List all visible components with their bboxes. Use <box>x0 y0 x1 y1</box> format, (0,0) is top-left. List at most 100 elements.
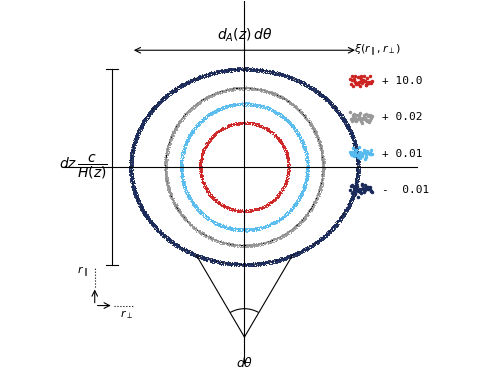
Point <box>302 173 310 179</box>
Point <box>172 244 180 250</box>
Point <box>282 98 289 104</box>
Point <box>129 149 137 155</box>
Point <box>290 253 298 259</box>
Point <box>346 200 353 206</box>
Point <box>263 68 270 73</box>
Point <box>130 191 137 197</box>
Point <box>230 207 238 213</box>
Point <box>168 130 176 136</box>
Point <box>309 86 316 92</box>
Point <box>348 129 355 135</box>
Point <box>209 109 217 115</box>
Point <box>223 85 230 91</box>
Point <box>256 68 264 74</box>
Point <box>318 93 326 98</box>
Point <box>192 121 200 127</box>
Point <box>199 147 206 153</box>
Point <box>182 79 190 85</box>
Point <box>180 178 188 184</box>
Point <box>191 124 199 130</box>
Point <box>285 159 292 165</box>
Point <box>327 103 335 109</box>
Point <box>216 258 224 264</box>
Point <box>246 86 254 92</box>
Point <box>142 212 149 218</box>
Point <box>198 255 206 261</box>
Point <box>164 151 172 157</box>
Point <box>224 226 231 232</box>
Point <box>352 187 360 193</box>
Point <box>208 194 216 200</box>
Point <box>248 241 255 247</box>
Point <box>297 189 304 195</box>
Point <box>278 115 286 120</box>
Point <box>264 125 272 131</box>
Point <box>350 180 358 186</box>
Point <box>287 229 295 235</box>
Point <box>138 120 146 126</box>
Point <box>282 147 289 153</box>
Point <box>200 229 207 235</box>
Point <box>307 241 315 247</box>
Point <box>267 69 275 75</box>
Point <box>206 112 214 118</box>
Point <box>311 197 319 203</box>
Point <box>186 251 193 257</box>
Point <box>198 150 206 156</box>
Point <box>352 145 360 151</box>
Point <box>183 192 191 198</box>
Point <box>128 143 136 149</box>
Point <box>290 200 298 206</box>
Point <box>307 245 314 251</box>
Point <box>287 122 294 128</box>
Point <box>165 189 172 195</box>
Point <box>352 158 360 164</box>
Point <box>142 119 150 125</box>
Point <box>243 242 251 248</box>
Point <box>258 66 266 72</box>
Point <box>342 125 349 131</box>
Point <box>240 68 247 74</box>
Point <box>164 185 172 191</box>
Point <box>291 78 299 84</box>
Point <box>273 257 281 263</box>
Point <box>251 263 258 269</box>
Point <box>179 154 186 160</box>
Point <box>179 157 187 163</box>
Point <box>278 95 286 101</box>
Point <box>172 122 180 128</box>
Point <box>151 222 158 228</box>
Point <box>172 240 180 246</box>
Point <box>255 205 263 211</box>
Point <box>134 126 142 132</box>
Point <box>197 165 204 171</box>
Point <box>281 151 289 157</box>
Point <box>164 93 171 99</box>
Point <box>291 253 299 259</box>
Point <box>312 129 320 135</box>
Point <box>280 230 288 236</box>
Point <box>244 242 252 248</box>
Point <box>136 124 144 130</box>
Point <box>319 171 327 177</box>
Point <box>181 190 189 196</box>
Point <box>179 247 186 253</box>
Point <box>276 112 283 118</box>
Point <box>249 68 257 73</box>
Point <box>231 101 239 107</box>
Point <box>287 100 294 106</box>
Point <box>129 162 136 167</box>
Point <box>159 232 167 238</box>
Point <box>155 228 163 234</box>
Point <box>279 186 287 192</box>
Point <box>295 249 303 255</box>
Point <box>295 198 302 204</box>
Point <box>180 216 187 222</box>
Point <box>217 261 225 267</box>
Point <box>197 74 204 80</box>
Point <box>183 187 191 193</box>
Point <box>353 181 361 186</box>
Point <box>225 87 232 93</box>
Point <box>291 124 299 130</box>
Point <box>197 148 205 154</box>
